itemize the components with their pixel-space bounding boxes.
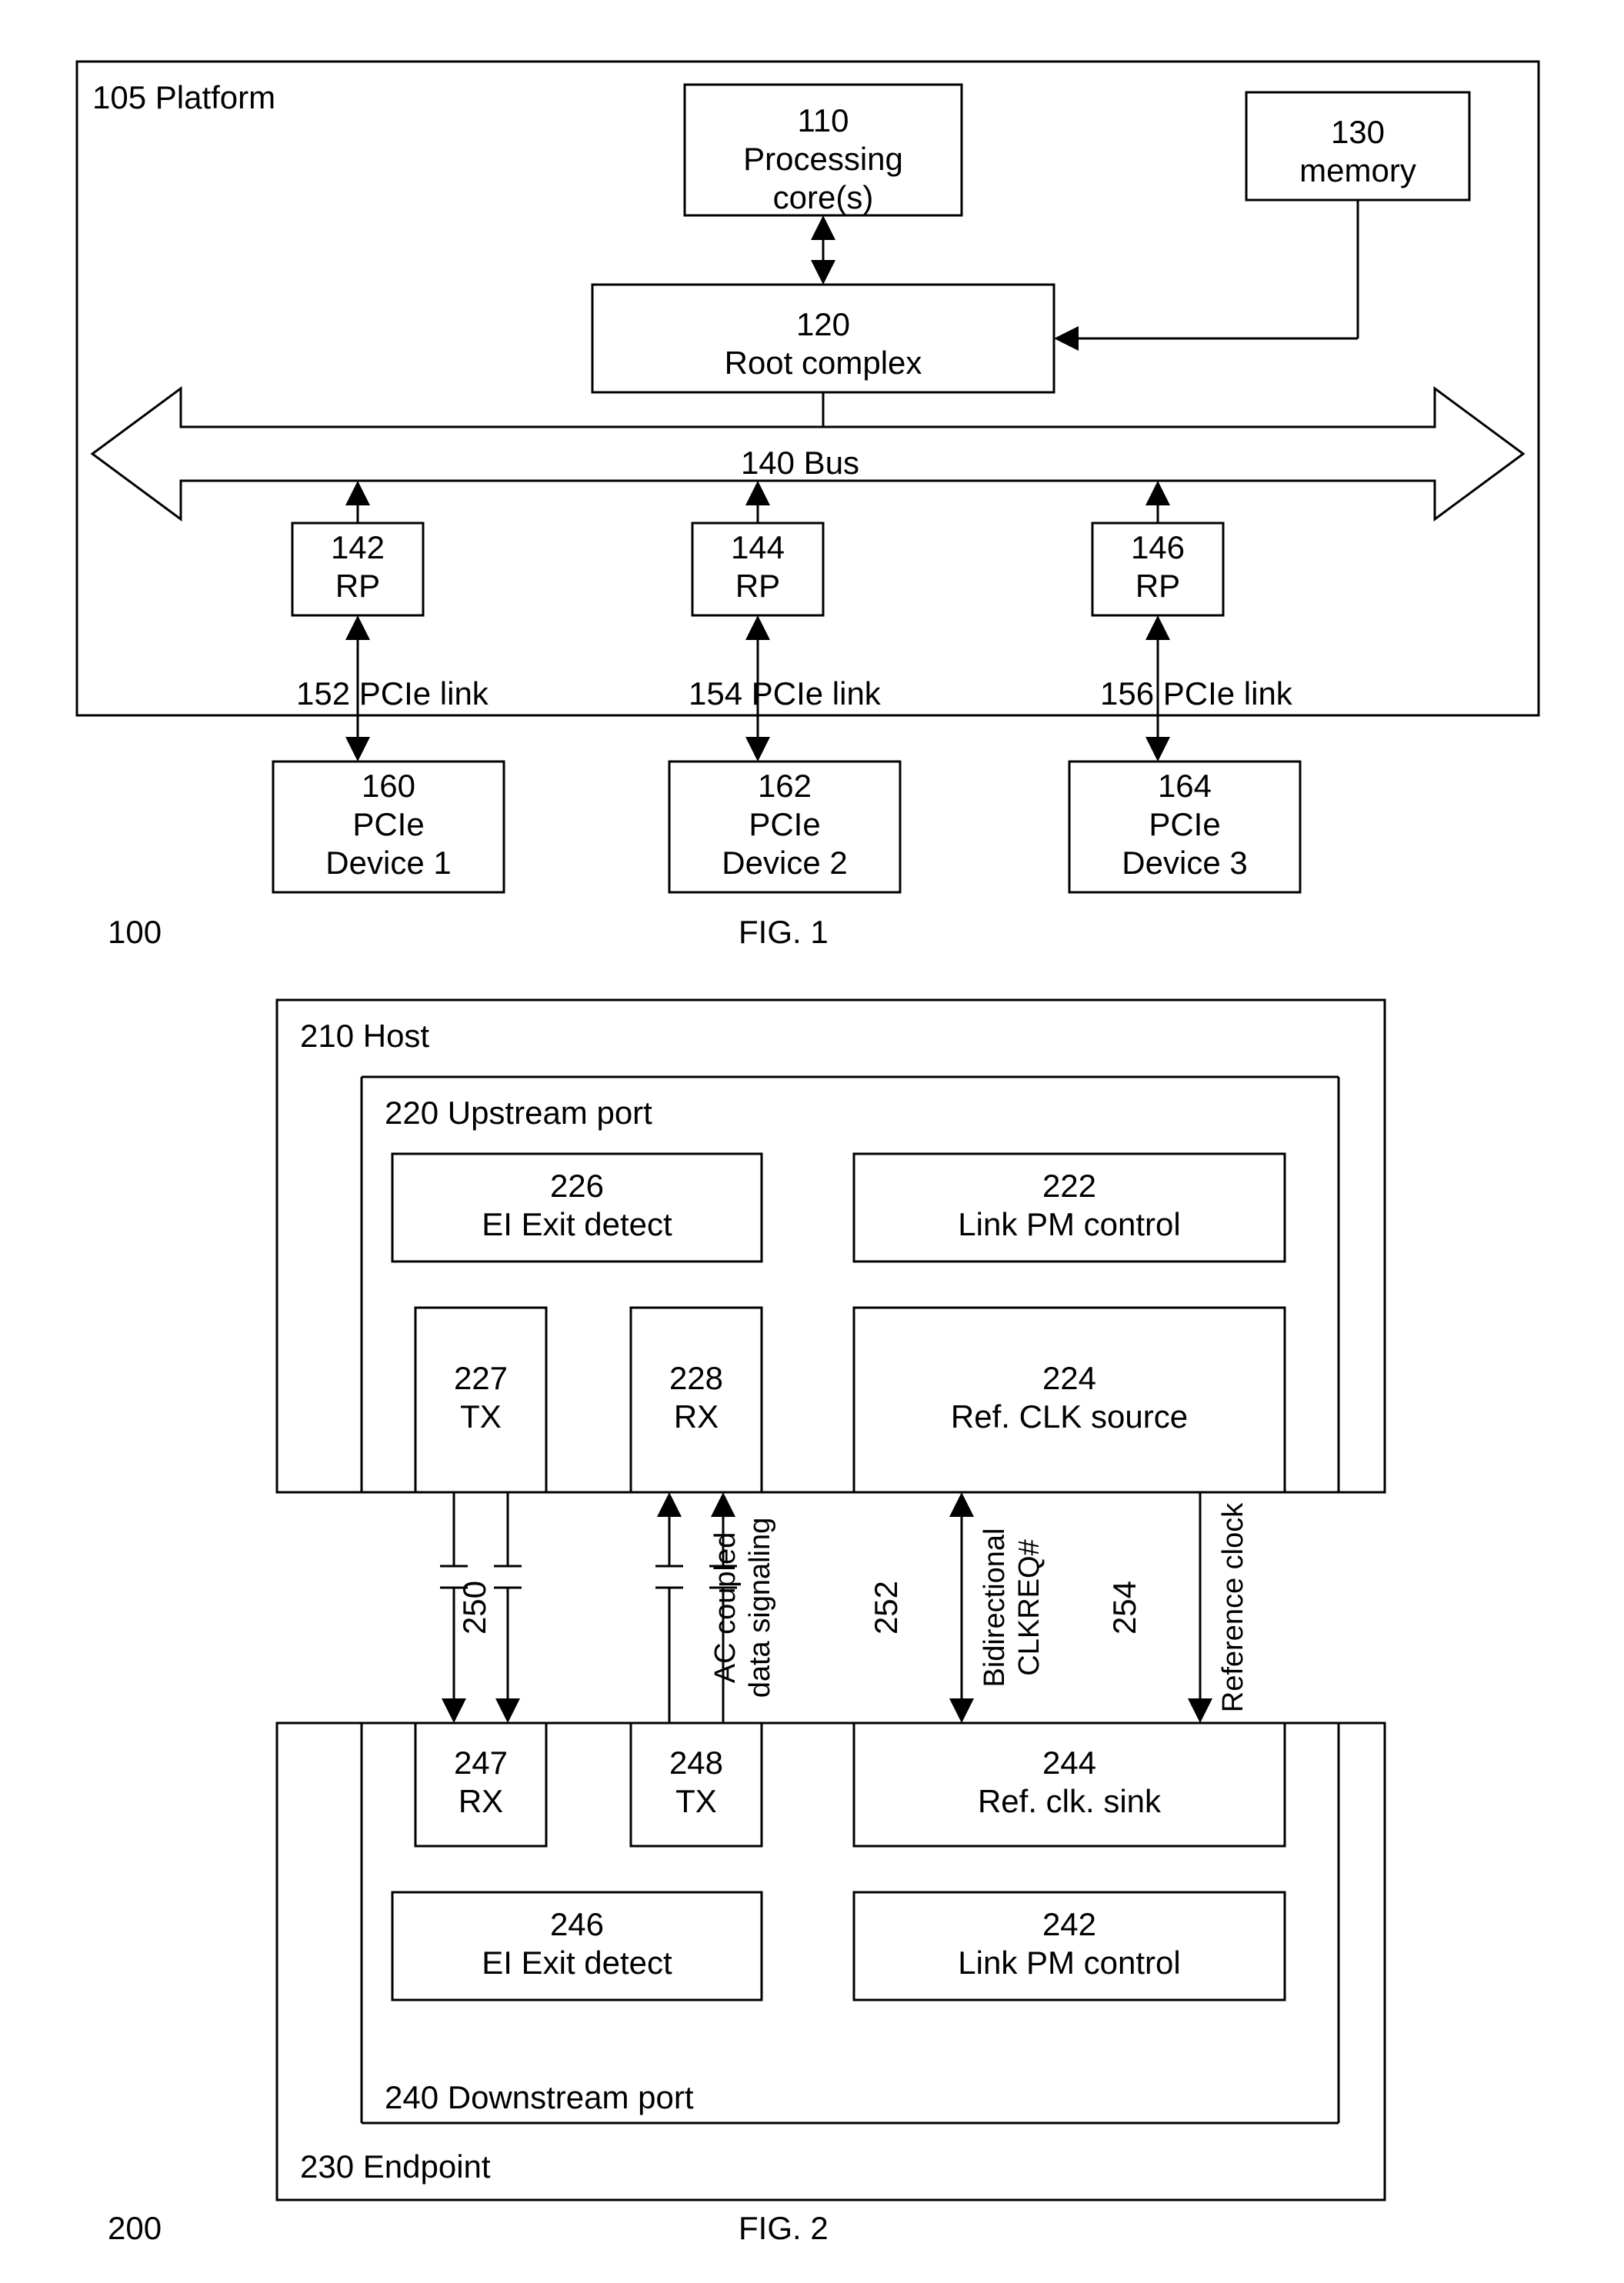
u-ei-box-text: 226 (550, 1168, 604, 1204)
link-250-num: 250 (456, 1581, 492, 1635)
arrowhead (495, 1698, 520, 1723)
d-ei-box-text: 246 (550, 1906, 604, 1942)
u-pm-box-text: Link PM control (958, 1206, 1180, 1242)
arrowhead (345, 615, 370, 640)
platform-label: 105 Platform (92, 79, 275, 115)
pcie-device-box-text: 160 (362, 768, 415, 804)
endpoint-box (277, 1723, 1385, 2200)
root-complex-text: Root complex (725, 345, 922, 381)
pcie-device-box-text: Device 2 (722, 845, 847, 881)
rp-box-text: RP (335, 568, 380, 604)
bus-label: 140 Bus (741, 445, 859, 481)
u-rx-box-text: 228 (669, 1360, 723, 1396)
arrowhead (1054, 326, 1079, 351)
downstream-label: 240 Downstream port (385, 2079, 694, 2115)
arrowhead (657, 1492, 682, 1517)
link-252-text: CLKREQ# (1013, 1539, 1045, 1675)
d-pm-box-text: Link PM control (958, 1945, 1180, 1981)
arrowhead (745, 615, 770, 640)
rp-box-text: 144 (731, 529, 785, 565)
link-252-text: Bidirectional (979, 1528, 1011, 1688)
arrowhead (811, 215, 835, 240)
pcie-device-box-text: PCIe (749, 806, 820, 842)
memory-text: 130 (1331, 114, 1385, 150)
rp-box-text: RP (1135, 568, 1180, 604)
d-rx-box-text: RX (459, 1783, 503, 1819)
arrowhead (1188, 1698, 1212, 1723)
arrowhead (811, 260, 835, 285)
processing-text: 110 (798, 102, 849, 138)
rp-box-text: RP (735, 568, 780, 604)
link-254-num: 254 (1106, 1581, 1142, 1635)
d-tx-box-text: 248 (669, 1745, 723, 1781)
u-clk-box-text: 224 (1042, 1360, 1096, 1396)
link-250-text: data signaling (744, 1518, 776, 1698)
u-clk-box-text: Ref. CLK source (951, 1398, 1188, 1435)
host-box (277, 1000, 1385, 1492)
link-252-num: 252 (868, 1581, 904, 1635)
pcie-device-box-text: 164 (1158, 768, 1212, 804)
u-pm-box-text: 222 (1042, 1168, 1096, 1204)
d-pm-box-text: 242 (1042, 1906, 1096, 1942)
pcie-device-box-text: 162 (758, 768, 812, 804)
root-complex-text: 120 (796, 306, 850, 342)
pcie-device-box-text: PCIe (1149, 806, 1220, 842)
pcie-link-label: 152 PCIe link (296, 675, 489, 712)
u-tx-box-text: TX (460, 1398, 502, 1435)
pcie-link-label: 154 PCIe link (689, 675, 882, 712)
d-clk-box-text: 244 (1042, 1745, 1096, 1781)
link-254-text: Reference clock (1217, 1502, 1249, 1712)
u-tx-box-text: 227 (454, 1360, 508, 1396)
fig1-ref: 100 (108, 914, 162, 950)
arrowhead (345, 737, 370, 762)
arrowhead (1145, 615, 1170, 640)
arrowhead (711, 1492, 735, 1517)
arrowhead (949, 1492, 974, 1517)
u-ei-box-text: EI Exit detect (482, 1206, 672, 1242)
endpoint-label: 230 Endpoint (300, 2148, 491, 2185)
arrowhead (1145, 737, 1170, 762)
processing-text: Processing (743, 141, 903, 177)
memory-text: memory (1299, 152, 1416, 188)
arrowhead (1145, 481, 1170, 505)
d-tx-box-text: TX (675, 1783, 717, 1819)
pcie-device-box-text: PCIe (352, 806, 424, 842)
d-rx-box-text: 247 (454, 1745, 508, 1781)
pcie-device-box-text: Device 1 (325, 845, 451, 881)
arrowhead (745, 737, 770, 762)
fig1-caption: FIG. 1 (739, 914, 829, 950)
fig2-caption: FIG. 2 (739, 2210, 829, 2246)
upstream-label: 220 Upstream port (385, 1095, 652, 1131)
arrowhead (442, 1698, 466, 1723)
processing-text: core(s) (773, 179, 874, 215)
arrowhead (345, 481, 370, 505)
host-label: 210 Host (300, 1018, 429, 1054)
pcie-device-box-text: Device 3 (1122, 845, 1247, 881)
fig2-ref: 200 (108, 2210, 162, 2246)
d-clk-box-text: Ref. clk. sink (978, 1783, 1162, 1819)
arrowhead (949, 1698, 974, 1723)
rp-box-text: 142 (331, 529, 385, 565)
u-rx-box-text: RX (674, 1398, 719, 1435)
rp-box-text: 146 (1131, 529, 1185, 565)
pcie-link-label: 156 PCIe link (1100, 675, 1293, 712)
link-250-text: AC coupled (709, 1532, 742, 1683)
arrowhead (745, 481, 770, 505)
d-ei-box-text: EI Exit detect (482, 1945, 672, 1981)
